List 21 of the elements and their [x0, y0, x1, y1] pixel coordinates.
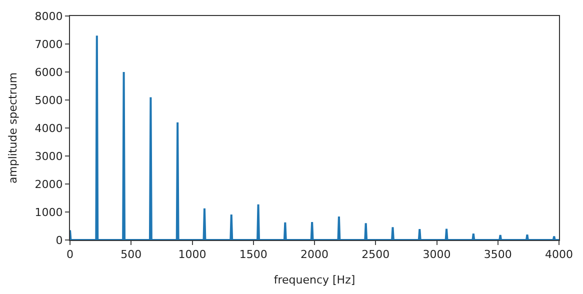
y-tick-label: 0	[56, 234, 63, 247]
y-tick-label: 6000	[34, 66, 63, 79]
x-tick-label: 3000	[422, 248, 451, 262]
x-tick-label: 2000	[300, 248, 328, 262]
x-tick-label: 500	[120, 248, 142, 262]
y-tick-label: 1000	[34, 206, 63, 219]
x-tick-label: 2500	[362, 248, 390, 262]
x-tick-label: 1500	[239, 248, 268, 262]
x-tick-label: 1000	[178, 248, 206, 262]
x-tick-label: 0	[66, 248, 74, 262]
y-tick-label: 7000	[34, 38, 63, 51]
y-tick-label: 4000	[34, 122, 63, 135]
x-tick-label: 3500	[484, 248, 512, 262]
y-tick-label: 5000	[34, 94, 63, 107]
y-tick-label: 8000	[34, 10, 63, 23]
x-axis-title: frequency [Hz]	[274, 273, 356, 286]
y-tick-label: 2000	[34, 178, 63, 191]
x-tick-label: 4000	[545, 248, 573, 262]
line-series	[70, 34, 559, 240]
y-tick-label: 3000	[34, 150, 63, 163]
y-axis-title: amplitude spectrum	[6, 72, 20, 184]
